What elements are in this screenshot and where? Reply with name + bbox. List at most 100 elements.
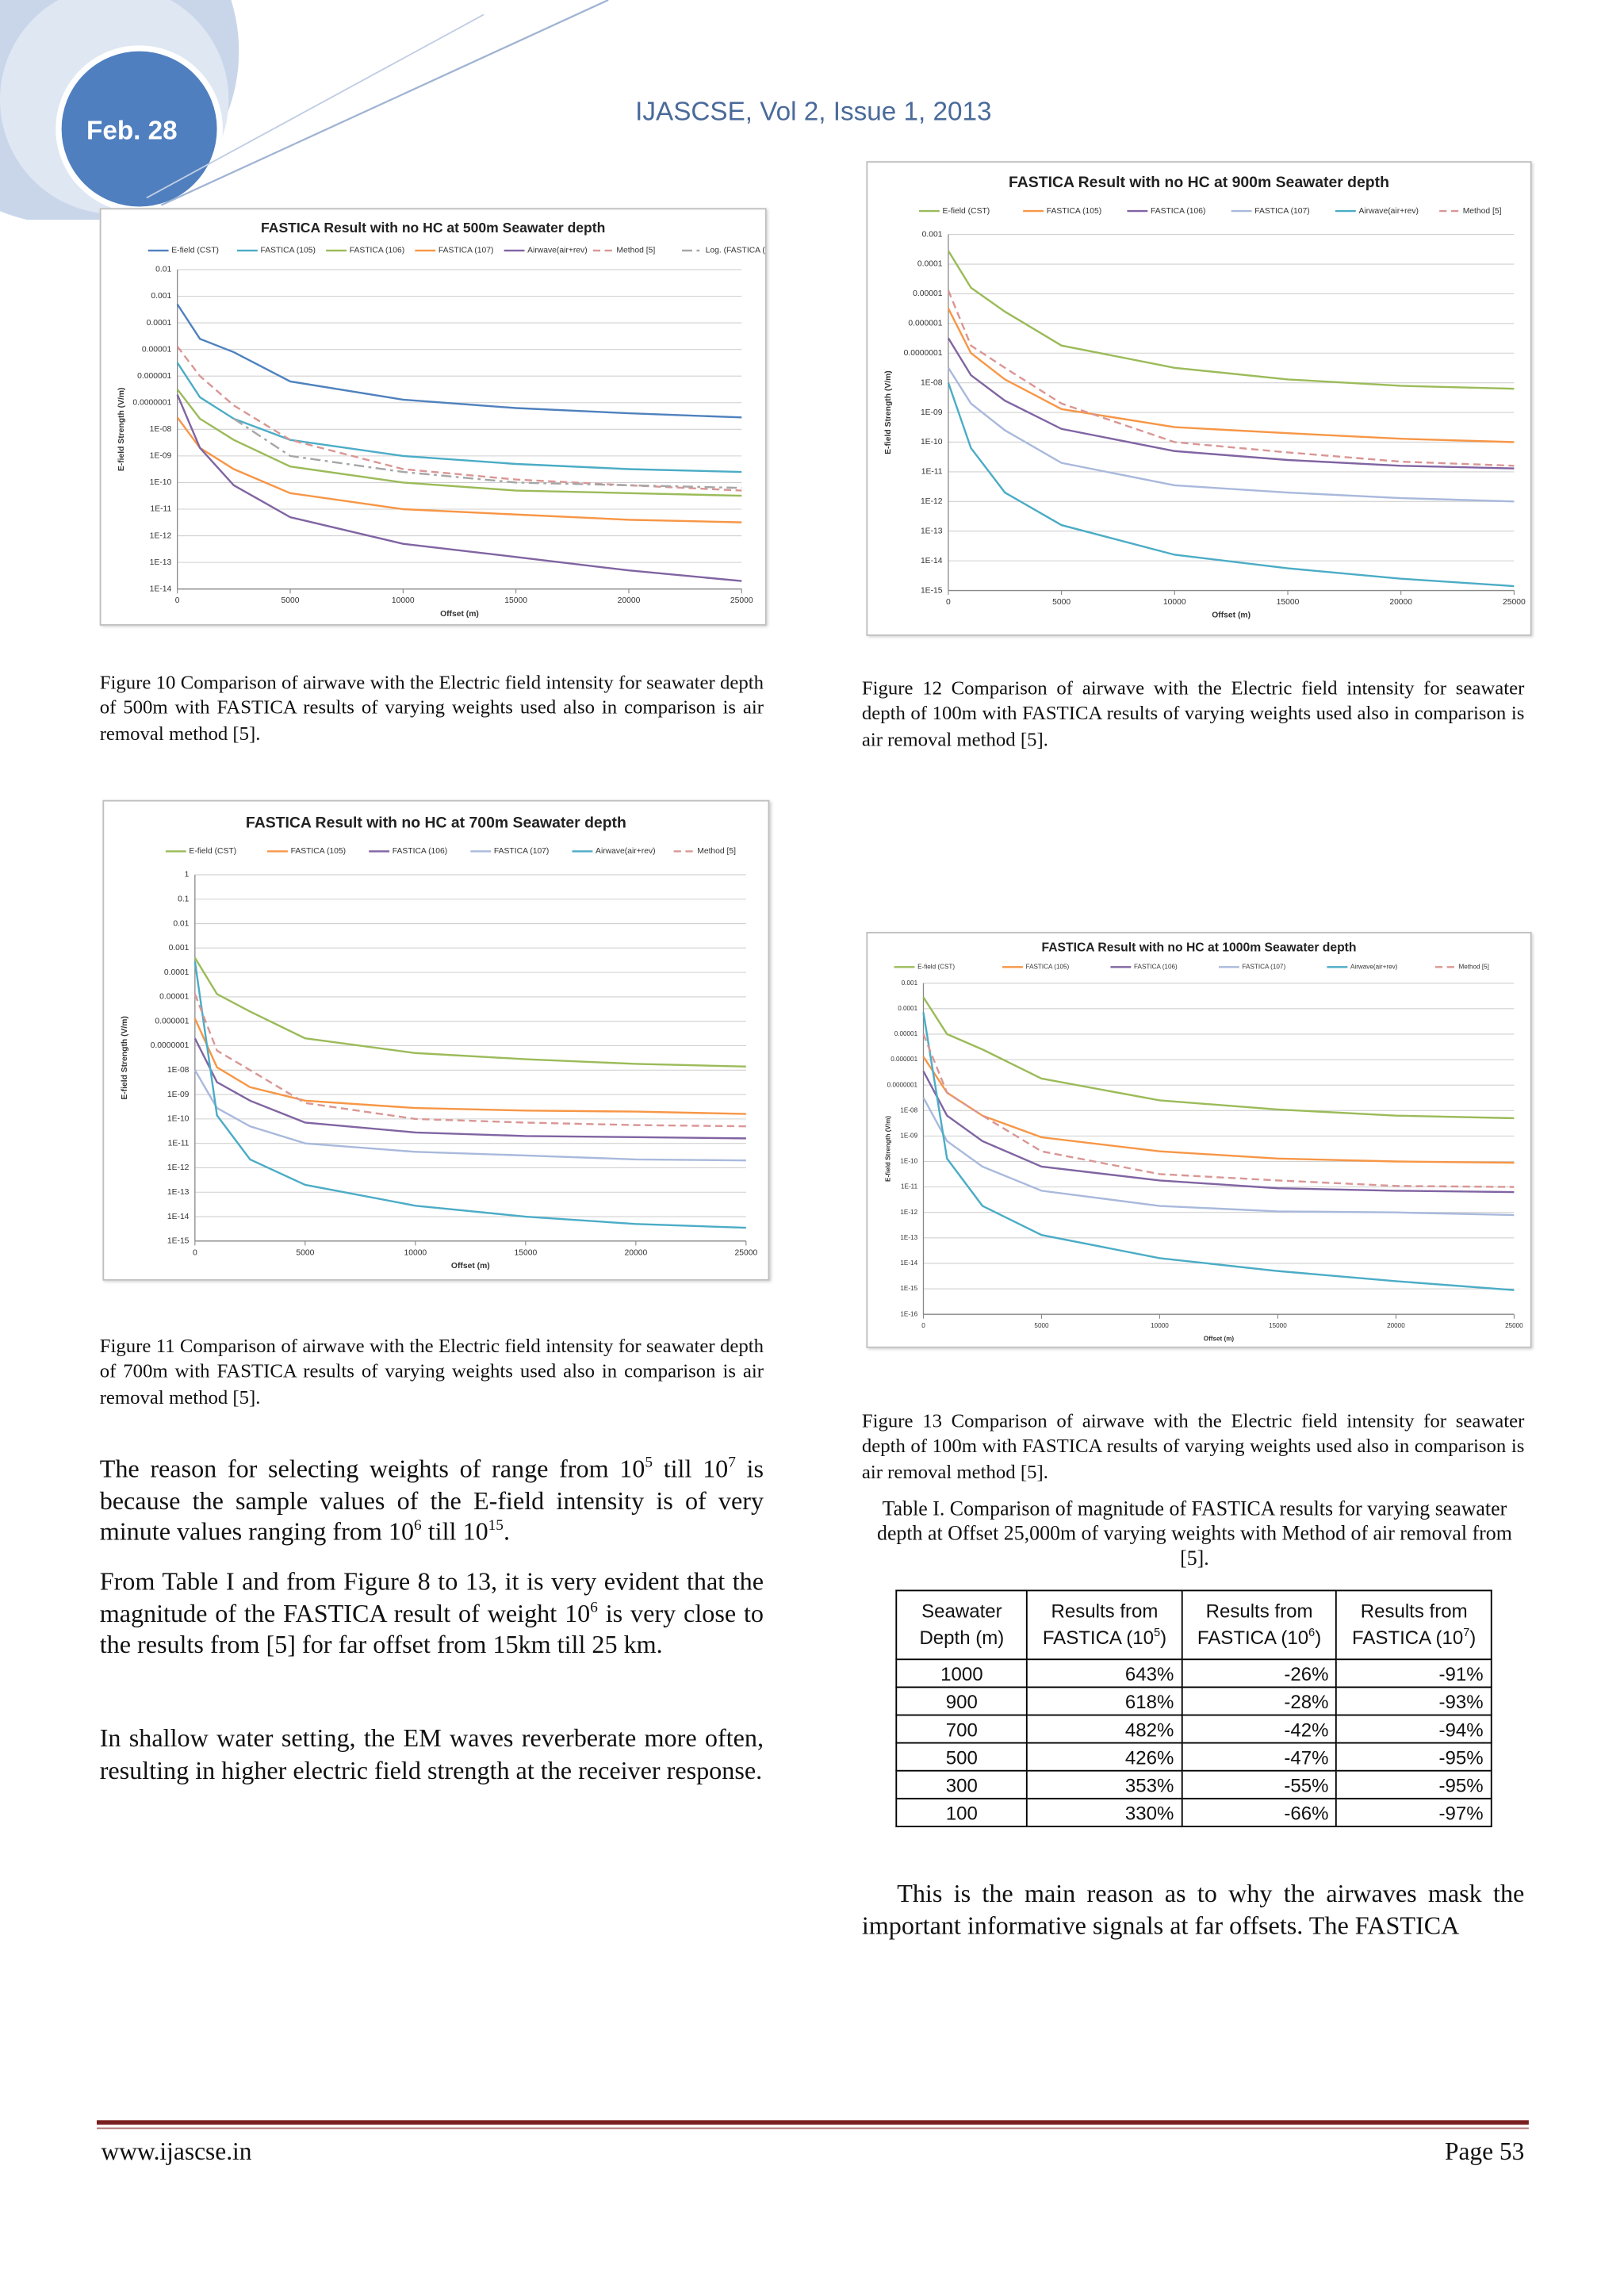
series-line: [922, 1071, 1515, 1194]
chart: FASTICA Result with no HC at 1000m Seawa…: [884, 941, 1523, 1342]
x-tick-label: 15000: [504, 596, 527, 605]
figure-caption: Figure 11 Comparison of airwave with the…: [99, 1335, 764, 1408]
y-tick-label: 0.01: [155, 266, 171, 274]
y-tick-label: 1E-14: [167, 1213, 190, 1221]
text-run: ): [1315, 1626, 1322, 1649]
x-tick-label: 15000: [1277, 598, 1300, 607]
text-run: till 10: [653, 1453, 729, 1483]
x-tick-label: 10000: [404, 1248, 427, 1257]
journal-title: IJASCSE, Vol 2, Issue 1, 2013: [635, 96, 992, 126]
y-tick-label: 1E-12: [900, 1209, 917, 1216]
legend-label: E-field (CST): [943, 207, 990, 216]
x-tick-label: 0: [175, 596, 180, 605]
table-header-cell: Results from FASTICA (107): [1335, 1589, 1492, 1661]
x-axis-label: Offset (m): [440, 610, 479, 619]
header-date: Feb. 28: [86, 117, 178, 146]
legend-label: FASTICA (105): [1026, 963, 1070, 970]
y-tick-label: 1E-13: [921, 527, 943, 535]
series-line: [947, 382, 1515, 588]
table: Seawater Depth (m) Results from FASTICA (…: [895, 1589, 1492, 1827]
table-cell: 643%: [1026, 1658, 1183, 1688]
table-cell: 482%: [1026, 1714, 1183, 1744]
legend-label: FASTICA (107): [1243, 963, 1286, 970]
header-decoration: Feb. 28: [0, 0, 609, 220]
header-line: [146, 13, 485, 199]
legend-label: E-field (CST): [171, 247, 219, 255]
legend-label: Method [5]: [1458, 963, 1488, 970]
y-tick-label: 1E-13: [167, 1188, 190, 1197]
table-header-cell: Results from FASTICA (105): [1026, 1589, 1183, 1661]
paragraph: From Table I and from Figure 8 to 13, it…: [100, 1566, 764, 1662]
superscript: 5: [1154, 1626, 1161, 1639]
text-run: Results from FASTICA (10: [1197, 1600, 1313, 1649]
y-tick-label: 1E-12: [167, 1163, 190, 1172]
y-tick-label: 1E-13: [150, 558, 172, 567]
text-run: is very close to the results from [5] fo…: [99, 1597, 764, 1659]
table-cell: 300: [895, 1769, 1028, 1800]
y-axis-label: E-field Strength (V/m): [121, 1016, 129, 1100]
table-cell: -26%: [1181, 1658, 1338, 1688]
table-cell: -47%: [1181, 1742, 1338, 1772]
y-tick-label: 1E-12: [150, 531, 172, 540]
y-tick-label: 0.0000001: [904, 349, 943, 358]
y-tick-label: 1E-09: [900, 1133, 917, 1140]
y-tick-label: 1E-09: [150, 452, 172, 461]
table-row: 300 353% -55% -95%: [895, 1769, 1492, 1800]
y-tick-label: 1E-08: [900, 1106, 917, 1114]
y-tick-label: 0.00001: [894, 1030, 918, 1037]
figure: FASTICA Result with no HC at 700m Seawat…: [102, 799, 770, 1281]
legend-label: FASTICA (106): [1134, 963, 1178, 970]
y-tick-label: 0.00001: [913, 289, 943, 298]
table-row: 1000 643% -26% -91%: [895, 1658, 1492, 1688]
y-tick-label: 1E-13: [900, 1234, 917, 1241]
text-run: The reason for selecting weights of rang…: [99, 1453, 645, 1483]
y-tick-label: 0.0001: [164, 968, 190, 977]
y-tick-label: 0.001: [922, 230, 943, 239]
x-tick-label: 15000: [514, 1248, 537, 1257]
x-tick-label: 20000: [618, 596, 641, 605]
x-tick-label: 25000: [734, 1248, 757, 1257]
x-tick-label: 5000: [296, 1248, 314, 1257]
chart-title: FASTICA Result with no HC at 900m Seawat…: [1009, 174, 1389, 191]
superscript: 7: [728, 1455, 736, 1472]
footer-rule: [96, 2127, 1529, 2129]
table-cell: -28%: [1181, 1686, 1338, 1716]
y-tick-label: 0.000001: [891, 1056, 917, 1063]
series-line: [233, 417, 742, 489]
y-tick-label: 0.00001: [142, 345, 172, 354]
series-line: [193, 956, 746, 1068]
y-tick-label: 0.0001: [917, 260, 943, 269]
x-tick-label: 0: [193, 1248, 197, 1257]
legend-label: Airwave(air+rev): [1350, 963, 1398, 970]
table-row: 900 618% -28% -93%: [895, 1686, 1492, 1716]
y-tick-label: 0.0000001: [151, 1041, 190, 1050]
y-tick-label: 0.00001: [159, 993, 190, 1002]
figure-caption: Figure 10 Comparison of airwave with the…: [99, 671, 764, 744]
paragraph: In shallow water setting, the EM waves r…: [100, 1723, 764, 1787]
x-tick-label: 0: [946, 598, 951, 607]
table-cell: -95%: [1335, 1742, 1492, 1772]
table-cell: 1000: [895, 1658, 1028, 1688]
superscript: 7: [1463, 1626, 1470, 1639]
header-line: [160, 0, 609, 206]
legend-label: Method [5]: [1463, 207, 1502, 216]
table-cell: -91%: [1335, 1658, 1492, 1688]
series-line: [947, 250, 1515, 390]
y-tick-label: 0.0001: [147, 319, 172, 328]
y-tick-label: 1E-10: [167, 1115, 190, 1124]
y-tick-label: 0.000001: [155, 1017, 189, 1025]
legend-label: E-field (CST): [189, 847, 236, 856]
x-tick-label: 10000: [392, 596, 415, 605]
series-line: [947, 308, 1515, 443]
y-tick-label: 0.0000001: [887, 1081, 918, 1088]
y-tick-label: 1E-16: [900, 1310, 917, 1317]
superscript: 5: [645, 1455, 653, 1472]
y-tick-label: 1E-14: [921, 557, 943, 565]
y-tick-label: 1E-12: [921, 497, 943, 506]
y-tick-label: 1E-14: [900, 1259, 917, 1267]
series-line: [947, 367, 1515, 503]
series-line: [176, 389, 742, 497]
text-run: ): [1469, 1626, 1477, 1649]
series-line: [176, 362, 742, 473]
